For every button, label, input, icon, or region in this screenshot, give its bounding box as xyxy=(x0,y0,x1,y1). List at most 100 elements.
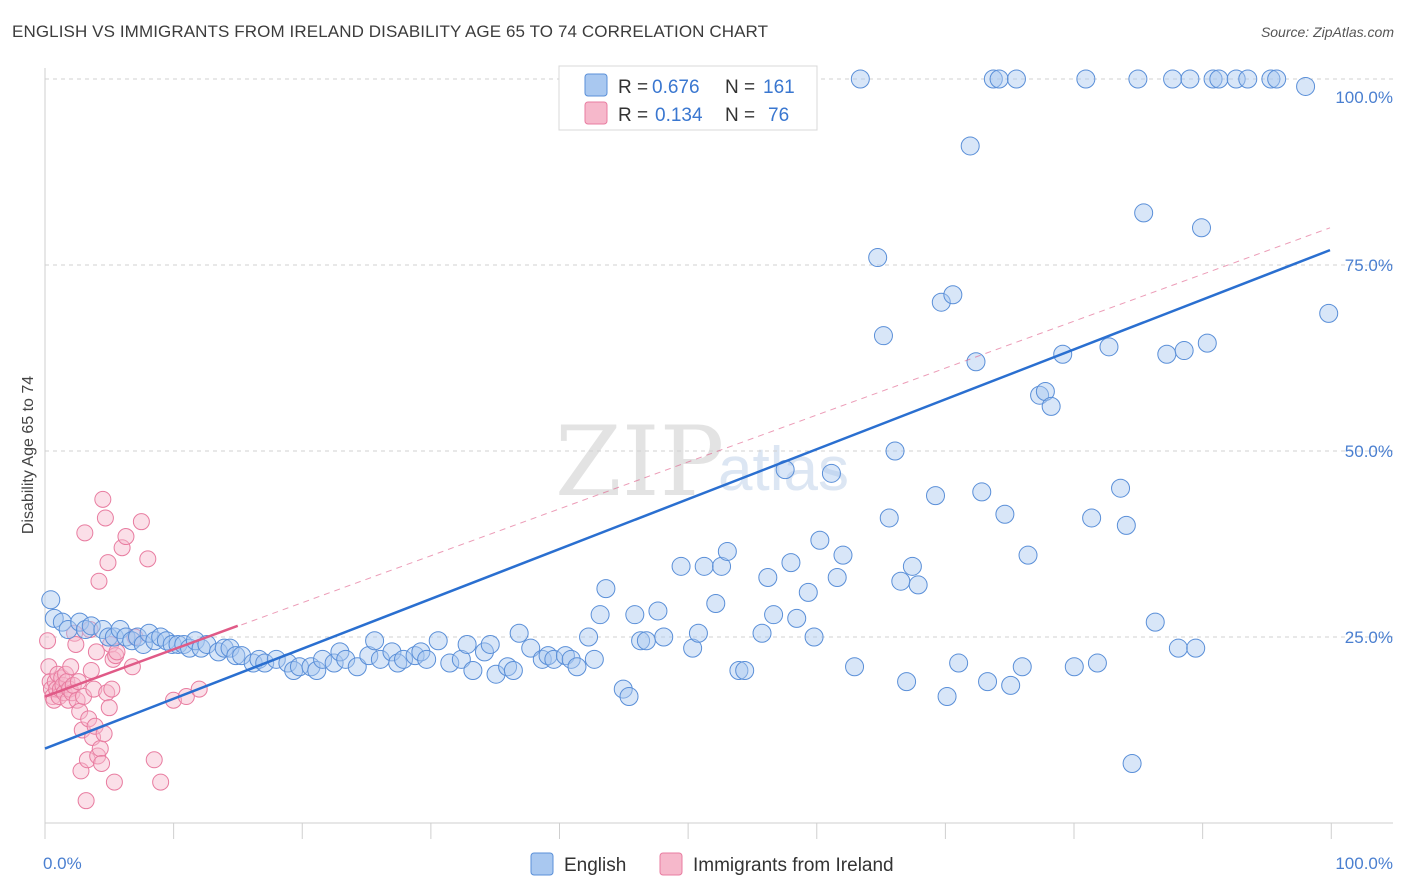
english-point xyxy=(1192,218,1211,238)
english-point xyxy=(596,579,616,599)
english-point xyxy=(313,649,333,669)
chart-title: ENGLISH VS IMMIGRANTS FROM IRELAND DISAB… xyxy=(12,22,769,41)
english-point xyxy=(902,556,922,576)
legend-n-value: 76 xyxy=(768,105,789,126)
english-point xyxy=(1238,69,1258,89)
english-point xyxy=(116,627,136,647)
english-point xyxy=(1030,385,1050,405)
tick-labels: 25.0% 50.0% 75.0% 100.0% 0.0% 100.0% xyxy=(43,88,1393,873)
english-point xyxy=(1082,508,1102,528)
english-point xyxy=(636,631,656,651)
english-point xyxy=(798,582,818,602)
english-point xyxy=(972,482,992,502)
bottom-legend-ireland: Immigrants from Ireland xyxy=(693,855,894,876)
legend-box: R = 0.676 N = 161 R = 0.134 N = 76 xyxy=(558,65,818,131)
english-point xyxy=(827,567,847,587)
english-point xyxy=(1174,341,1194,361)
english-point xyxy=(81,616,101,636)
bottom-legend-english: English xyxy=(564,855,626,876)
english-point xyxy=(1099,337,1119,357)
english-point xyxy=(1035,381,1055,401)
english-point xyxy=(1296,76,1316,96)
x-tick-label: 0.0% xyxy=(43,854,82,873)
english-point xyxy=(347,657,367,677)
ireland-point xyxy=(105,773,123,791)
english-point xyxy=(1203,69,1223,89)
english-point xyxy=(619,687,639,707)
english-point xyxy=(457,634,477,654)
english-point xyxy=(891,571,911,591)
english-point xyxy=(1209,69,1229,89)
legend-r-value: 0.134 xyxy=(655,105,703,126)
english-point xyxy=(978,672,998,692)
english-point xyxy=(544,649,564,669)
english-point xyxy=(908,575,928,595)
english-point xyxy=(833,545,853,565)
ireland-point xyxy=(108,643,126,661)
english-point xyxy=(226,646,246,666)
english-point xyxy=(1134,203,1154,223)
english-point xyxy=(58,620,78,640)
ireland-point xyxy=(87,643,105,661)
english-point xyxy=(931,292,951,312)
english-point xyxy=(810,530,830,550)
ireland-point xyxy=(82,661,100,679)
english-point xyxy=(983,69,1003,89)
legend-n-label: N = xyxy=(725,77,755,98)
english-point xyxy=(75,620,95,640)
english-point xyxy=(873,326,893,346)
english-point xyxy=(336,649,356,669)
english-point xyxy=(648,601,668,621)
english-point xyxy=(712,556,732,576)
english-point xyxy=(1319,303,1339,323)
english-point xyxy=(989,69,1009,89)
english-point xyxy=(868,248,888,268)
english-point xyxy=(428,631,448,651)
watermark-zip: ZIP xyxy=(555,406,724,518)
english-point xyxy=(706,594,726,614)
english-point xyxy=(1076,69,1096,89)
english-point xyxy=(885,441,905,461)
english-point xyxy=(365,631,385,651)
english-point xyxy=(821,463,841,483)
english-point xyxy=(688,623,708,643)
english-point xyxy=(804,627,824,647)
english-point xyxy=(1186,638,1206,658)
english-point xyxy=(1001,675,1021,695)
english-point xyxy=(671,556,691,576)
legend-r-label: R = xyxy=(618,77,648,98)
legend-swatch-english xyxy=(584,73,608,97)
english-point xyxy=(359,646,379,666)
y-tick-label: 75.0% xyxy=(1345,256,1393,275)
english-point xyxy=(729,660,749,680)
english-point xyxy=(532,649,552,669)
english-point xyxy=(937,687,957,707)
english-point xyxy=(1128,69,1148,89)
english-point xyxy=(405,646,425,666)
english-point xyxy=(521,638,541,658)
ireland-point xyxy=(85,680,103,698)
y-tick-label: 100.0% xyxy=(1335,88,1393,107)
english-point xyxy=(151,627,171,647)
english-point xyxy=(417,649,437,669)
english-point xyxy=(845,657,865,677)
english-point xyxy=(735,660,755,680)
legend-swatch-ireland xyxy=(584,101,608,125)
ireland-point xyxy=(78,751,96,769)
english-point xyxy=(440,653,460,673)
english-point xyxy=(694,556,714,576)
english-point xyxy=(879,508,899,528)
y-tick-label: 25.0% xyxy=(1345,628,1393,647)
english-point xyxy=(388,653,408,673)
english-point xyxy=(897,672,917,692)
english-point xyxy=(324,653,344,673)
english-point xyxy=(1197,333,1217,353)
english-point xyxy=(503,660,523,680)
english-point xyxy=(960,136,980,156)
english-trend-line xyxy=(44,248,1331,750)
english-point xyxy=(683,638,703,658)
english-point xyxy=(567,657,587,677)
legend-n-label: N = xyxy=(725,105,755,126)
english-point xyxy=(1180,69,1200,89)
english-point xyxy=(1267,69,1287,89)
